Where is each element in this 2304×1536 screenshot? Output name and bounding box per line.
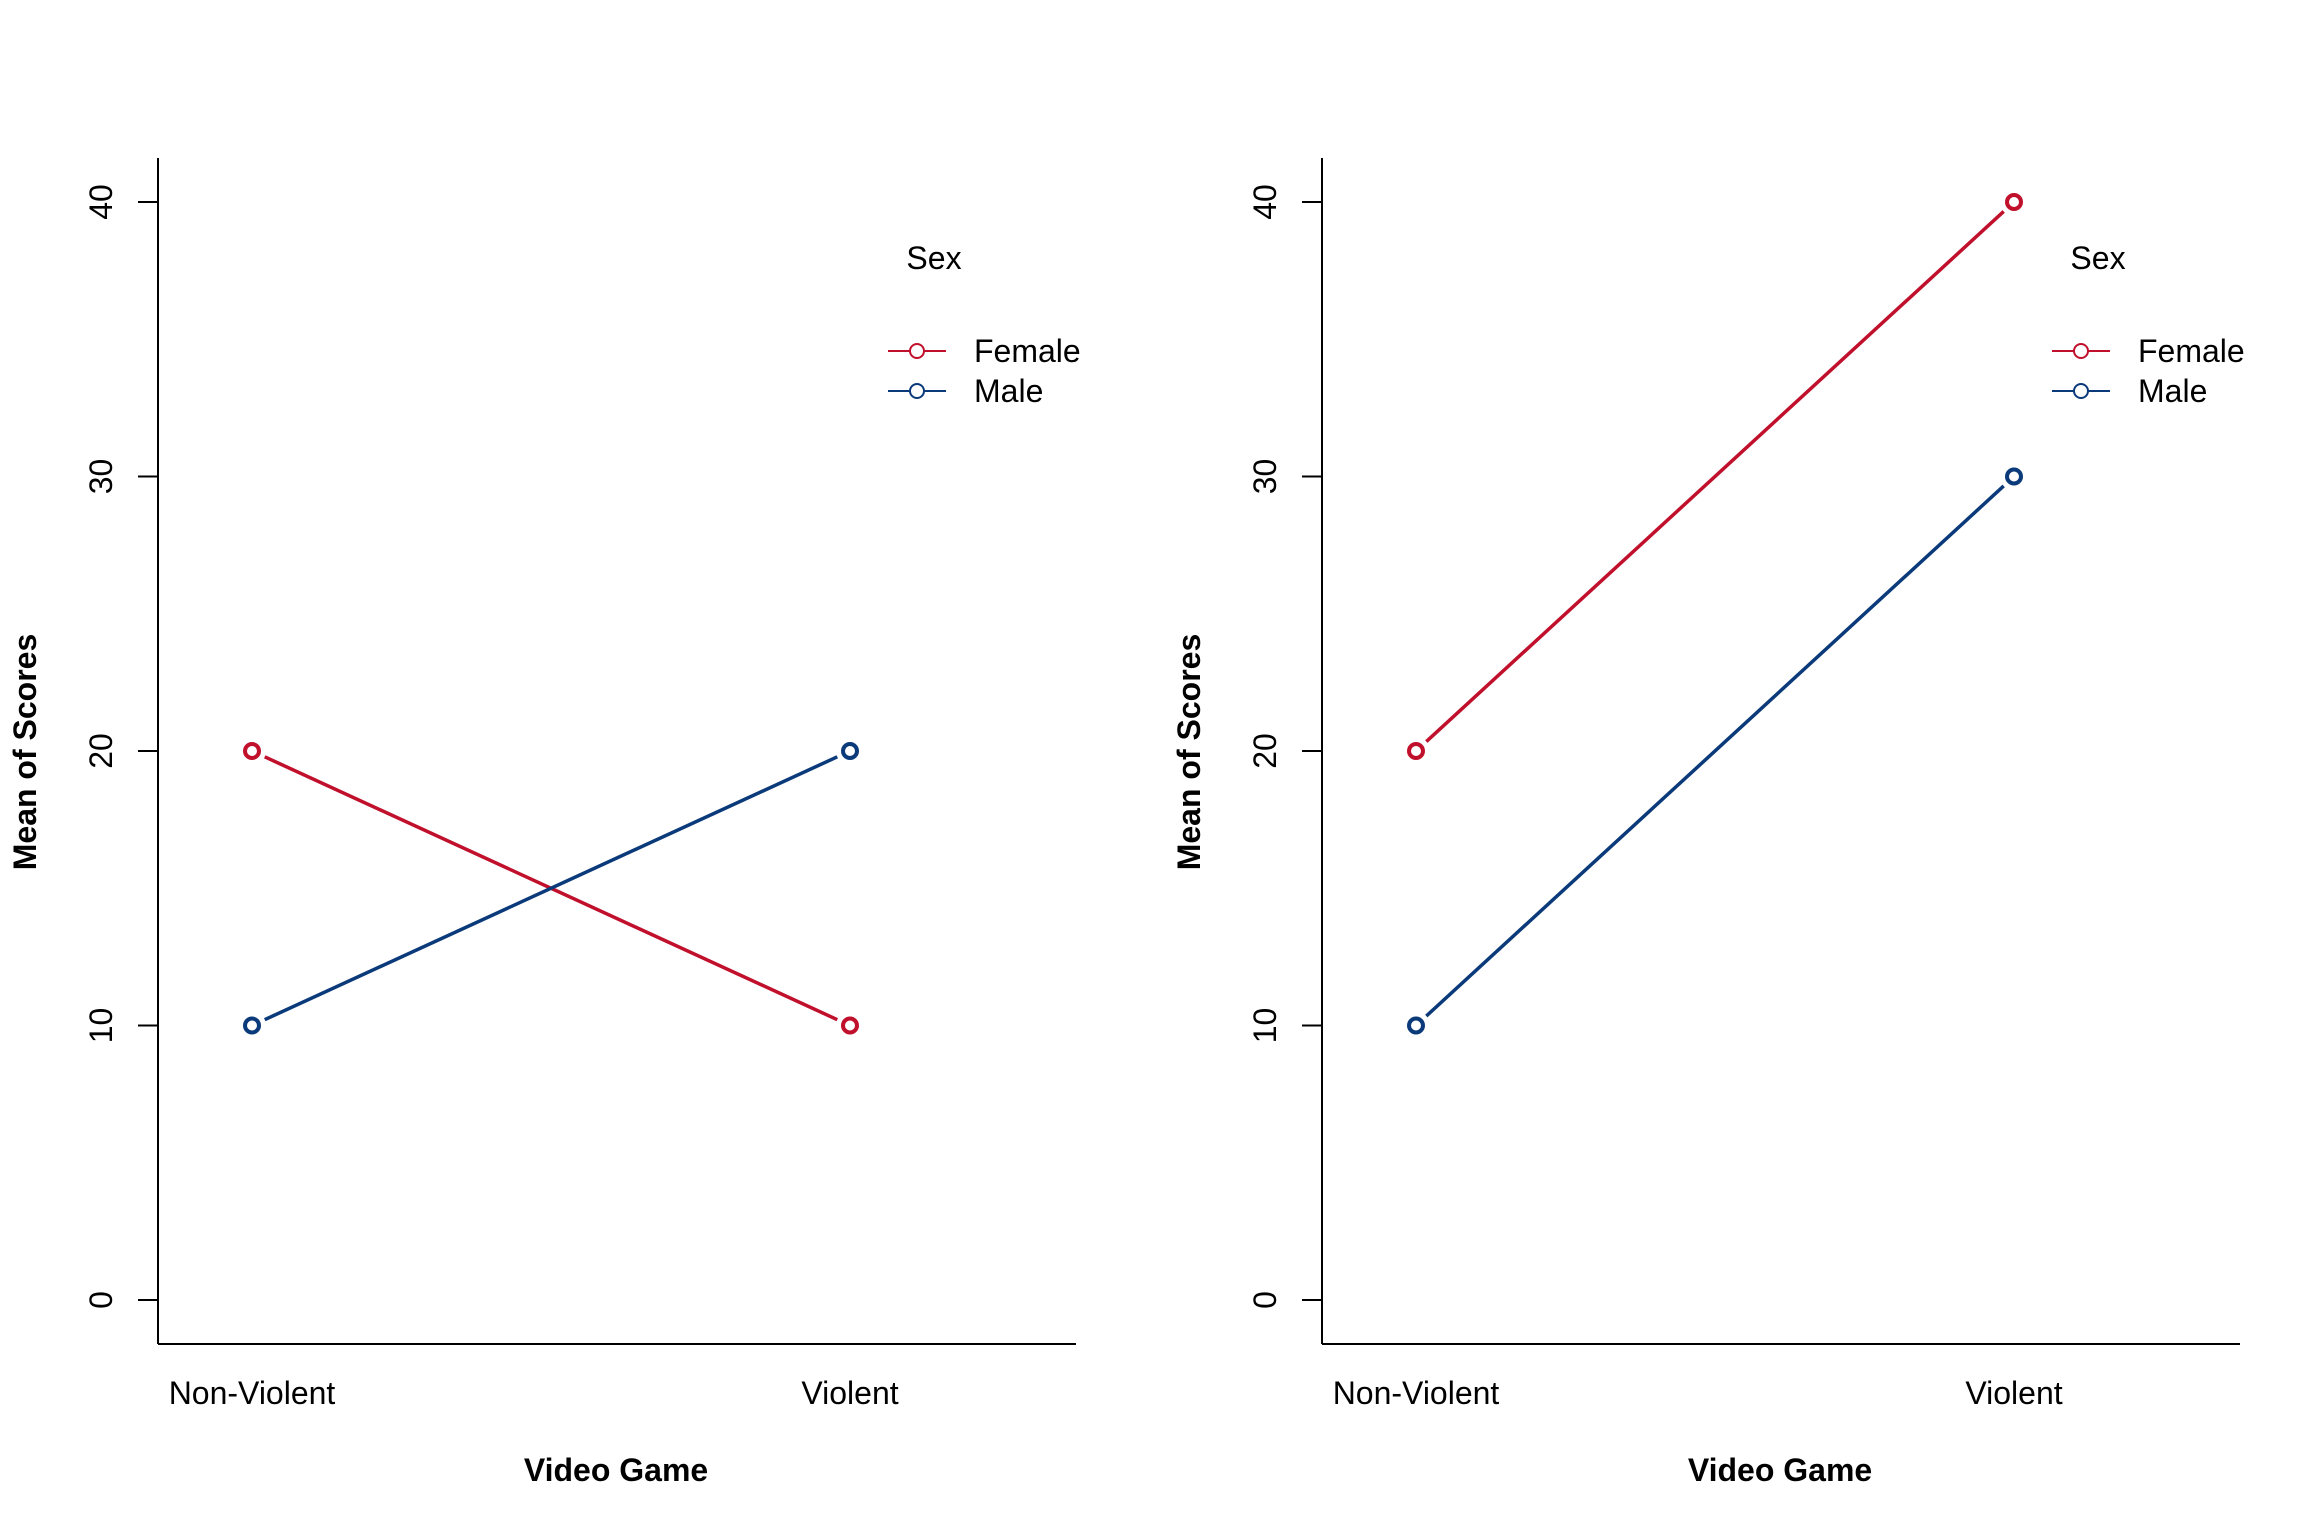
- data-point-male: [243, 1016, 261, 1035]
- legend-marker-female: [909, 343, 925, 359]
- legend-label-female: Female: [2138, 333, 2245, 369]
- y-tick-label: 0: [1247, 1291, 1283, 1309]
- data-point-female: [1407, 742, 1425, 760]
- x-tick-label: Non-Violent: [169, 1375, 336, 1411]
- series-line-female: [1425, 210, 2005, 743]
- y-tick-label: 0: [83, 1291, 119, 1309]
- legend-title: Sex: [2070, 240, 2125, 276]
- data-point-female: [243, 742, 261, 760]
- x-tick-label: Violent: [801, 1375, 898, 1411]
- x-tick-label: Violent: [1965, 1375, 2062, 1411]
- legend-marker-male: [909, 383, 925, 399]
- series-line-male: [1425, 484, 2005, 1018]
- y-tick-label: 10: [83, 1008, 119, 1044]
- data-point-male: [2005, 467, 2023, 486]
- y-tick-label: 20: [1247, 733, 1283, 769]
- y-tick-label: 30: [83, 459, 119, 495]
- legend-label-female: Female: [974, 333, 1081, 369]
- legend-title: Sex: [906, 240, 961, 276]
- legend-label-male: Male: [2138, 373, 2207, 409]
- data-point-male: [841, 742, 859, 760]
- x-axis-title: Video Game: [1688, 1452, 1872, 1488]
- chart-panel-2: 0 10 20 30 40 Non-Violent Violent Video Game Mea…: [1171, 158, 2245, 1488]
- y-tick-label: 10: [1247, 1008, 1283, 1044]
- legend-label-male: Male: [974, 373, 1043, 409]
- x-tick-label: Non-Violent: [1333, 1375, 1500, 1411]
- x-axis-title: Video Game: [524, 1452, 708, 1488]
- y-tick-label: 20: [83, 733, 119, 769]
- chart-panel-1: 0 10 20 30 40 Non-Violent Violent Video Game Mea…: [7, 158, 1081, 1488]
- data-point-female: [841, 1016, 859, 1035]
- y-axis-title: Mean of Scores: [7, 634, 43, 871]
- y-tick-label: 40: [83, 184, 119, 220]
- legend-marker-female: [2073, 343, 2089, 359]
- data-point-male: [1407, 1016, 1425, 1035]
- data-point-female: [2005, 193, 2023, 211]
- series-line-male: [263, 755, 839, 1022]
- y-tick-label: 40: [1247, 184, 1283, 220]
- y-axis-title: Mean of Scores: [1171, 634, 1207, 871]
- legend-marker-male: [2073, 383, 2089, 399]
- y-tick-label: 30: [1247, 459, 1283, 495]
